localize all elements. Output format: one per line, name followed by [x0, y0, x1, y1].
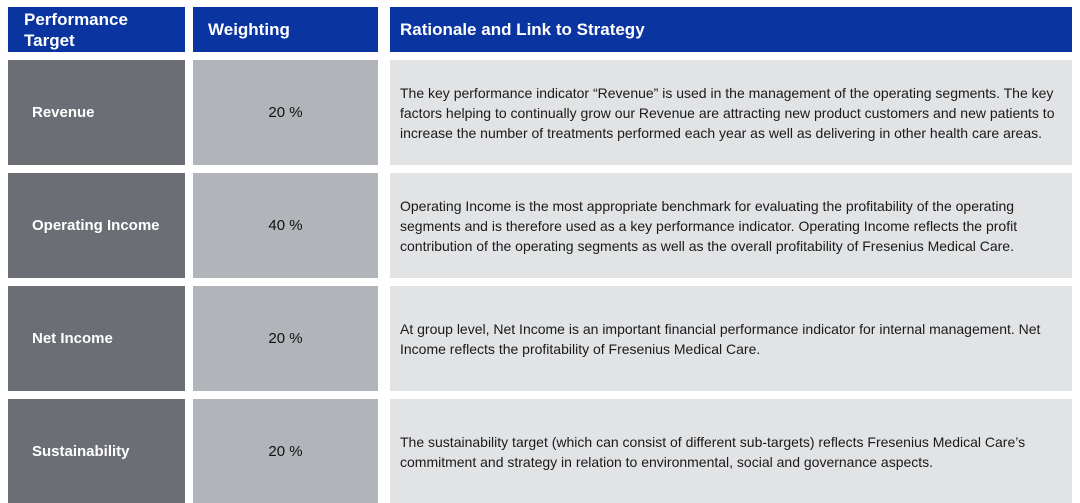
header-performance-target: Performance Target — [8, 7, 185, 52]
target-cell-operating-income: Operating Income — [8, 173, 185, 278]
target-cell-sustainability: Sustainability — [8, 399, 185, 503]
weighting-cell-sustainability: 20 % — [193, 399, 378, 503]
target-cell-revenue: Revenue — [8, 60, 185, 165]
target-cell-net-income: Net Income — [8, 286, 185, 391]
header-rationale: Rationale and Link to Strategy — [390, 7, 1072, 52]
rationale-cell-revenue: The key performance indicator “Revenue” … — [390, 60, 1072, 165]
rationale-cell-sustainability: The sustainability target (which can con… — [390, 399, 1072, 503]
header-weighting: Weighting — [193, 7, 378, 52]
weighting-cell-operating-income: 40 % — [193, 173, 378, 278]
rationale-cell-net-income: At group level, Net Income is an importa… — [390, 286, 1072, 391]
weighting-cell-revenue: 20 % — [193, 60, 378, 165]
weighting-cell-net-income: 20 % — [193, 286, 378, 391]
rationale-cell-operating-income: Operating Income is the most appropriate… — [390, 173, 1072, 278]
